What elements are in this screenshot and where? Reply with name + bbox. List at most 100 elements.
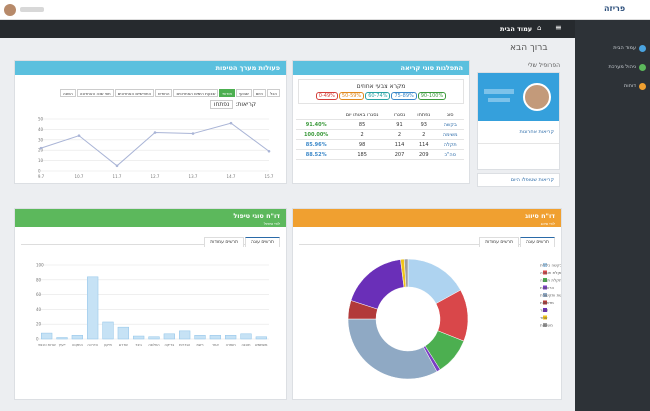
pct-cell: 88.52%	[296, 149, 337, 160]
x-tick-label: משתמש	[255, 343, 268, 347]
page-title: עמוד הבית	[500, 25, 533, 33]
menu-toggle[interactable]: ≡	[555, 23, 562, 32]
column-header: נסגרו	[387, 110, 412, 120]
user-name-blur	[20, 7, 44, 12]
bar-chart: 0 20 40 60 80 100 שרות טכנאי ייעוץ התקנה הדרכה תיק…	[36, 263, 269, 347]
legend-swatch	[543, 285, 547, 290]
y-tick-label: 50	[38, 117, 44, 122]
bar	[255, 336, 267, 340]
profile-title: הפרופיל שלי	[527, 62, 560, 69]
filter-button[interactable]: החודשיים האחרונים	[114, 89, 155, 97]
table-row: תקלה 114 114 98 85.96%	[296, 139, 464, 150]
x-tick-label: 14.7	[227, 174, 236, 179]
pct-cell: 100.00%	[296, 129, 337, 140]
filter-button[interactable]: שבועי	[236, 89, 252, 97]
chart-tab[interactable]: תרשים עוגה	[245, 237, 280, 247]
x-tick-label: 11.7	[113, 174, 122, 179]
closed-cell: 91	[387, 119, 412, 130]
sidebar: עמוד הבית ניהול מערכת דוחות	[575, 20, 650, 411]
filter-button[interactable]: הכל	[266, 89, 280, 97]
page-header	[55, 20, 575, 38]
line-point	[77, 134, 81, 137]
x-tick-label: רשת	[197, 343, 204, 347]
opened-cell: 93	[411, 119, 437, 130]
sidebar-icon	[639, 63, 646, 71]
same-day-cell: 2	[336, 129, 388, 140]
sidebar-icon	[639, 82, 646, 90]
sidebar-item[interactable]: עמוד הבית	[578, 42, 646, 54]
logo[interactable]: פריזה	[604, 4, 626, 13]
pie-chart: בקשה כללית תקלת חומרה תקלת תוכנה הרשאות רשת …	[347, 258, 561, 380]
pct-cell: 91.40%	[296, 119, 337, 130]
recent-calls[interactable]: קריאות אחרונות	[478, 121, 559, 144]
filter-button[interactable]: היום	[252, 89, 266, 97]
bar	[87, 276, 99, 340]
chart-tab[interactable]: תרשים עמודות	[479, 237, 520, 247]
type-cell: תקלה	[436, 139, 464, 150]
bar	[117, 326, 129, 340]
x-tick-label: 12.7	[151, 174, 160, 179]
filter-button[interactable]: שבעת הימים האחרונים	[173, 89, 219, 97]
bar	[240, 333, 252, 340]
same-day-cell: 85	[336, 119, 388, 130]
chart-tab[interactable]: תרשים עמודות	[204, 237, 245, 247]
table-row: בקשה 93 91 85 91.40%	[296, 119, 464, 130]
legend-label: תקלת חומרה	[540, 270, 561, 275]
opened-cell: 114	[411, 139, 437, 150]
calls-select[interactable]: נפתחו	[209, 100, 234, 109]
closed-cell: 114	[387, 139, 412, 150]
filter-button[interactable]: השנה	[60, 89, 76, 97]
bar	[194, 335, 206, 340]
legend-swatch	[543, 263, 547, 267]
filter-button[interactable]: חצי שנה האחרונה	[76, 89, 114, 97]
bar	[148, 336, 160, 340]
sidebar-label: ניהול מערכת	[608, 64, 636, 70]
y-tick-label: 20	[36, 322, 42, 327]
type-cell: בקשה	[436, 119, 464, 130]
legend-swatch	[543, 270, 547, 275]
y-tick-label: 10	[38, 158, 44, 163]
filter-button[interactable]: החודש	[155, 89, 173, 97]
legend-chip: 60-74%	[365, 92, 391, 100]
legend-label: הרשאות	[540, 285, 554, 290]
legend-label: משימות	[540, 323, 553, 328]
opened-cell: 2	[411, 129, 437, 140]
call-types-panel: התפלגות סוגי קריאה מקרא צבעי אחוזים 90-1…	[292, 60, 470, 184]
profile-panel: קריאות אחרונות	[477, 72, 560, 170]
y-tick-label: 100	[36, 263, 44, 268]
pct-cell: 85.96%	[296, 139, 337, 150]
legend-swatch	[543, 315, 547, 320]
legend-label: אחר	[540, 315, 548, 320]
line-point	[229, 121, 233, 125]
table-row: משימה 2 2 2 100.00%	[296, 129, 464, 140]
home-icon[interactable]: ⌂	[537, 24, 542, 32]
user-avatar[interactable]	[4, 4, 16, 16]
x-tick-label: 13.7	[189, 174, 198, 179]
sidebar-label: דוחות	[623, 83, 636, 89]
x-tick-label: שרות טכנאי	[38, 343, 56, 347]
line-point	[153, 131, 157, 134]
x-tick-label: ייעוץ	[59, 343, 66, 347]
sidebar-item[interactable]: ניהול מערכת	[578, 61, 646, 73]
y-tick-label: 30	[38, 137, 44, 142]
x-tick-label: אחר	[212, 343, 219, 347]
x-tick-label: תיקון	[104, 343, 112, 347]
chart-tab[interactable]: תרשים עוגה	[520, 237, 555, 247]
column-header: נסגרו באותו יום	[336, 110, 388, 120]
legend-label: רשת ותקשורת	[540, 293, 561, 298]
bar	[179, 330, 191, 340]
legend-title: מקרא צבעי אחוזים	[356, 83, 406, 90]
panel-title: דו"ח סיווג	[525, 212, 555, 220]
activity-panel: פעולות מערך הטיפות הכל היום שבועי חודשי שבעת…	[14, 60, 287, 184]
x-tick-label: הדרכה	[87, 343, 98, 347]
x-tick-label: 9.7	[38, 174, 45, 179]
x-tick-label: 10.7	[75, 174, 84, 179]
y-tick-label: 0	[36, 337, 39, 342]
sidebar-item[interactable]: דוחות	[578, 80, 646, 92]
bar	[133, 335, 145, 340]
filter-button[interactable]: חודשי	[219, 89, 236, 97]
column-header: סוג	[436, 110, 464, 120]
legend-label: בקשה כללית	[540, 263, 561, 268]
closed-cell: 2	[387, 129, 412, 140]
handled-today[interactable]: קריאות שטופלו היום	[477, 173, 560, 187]
